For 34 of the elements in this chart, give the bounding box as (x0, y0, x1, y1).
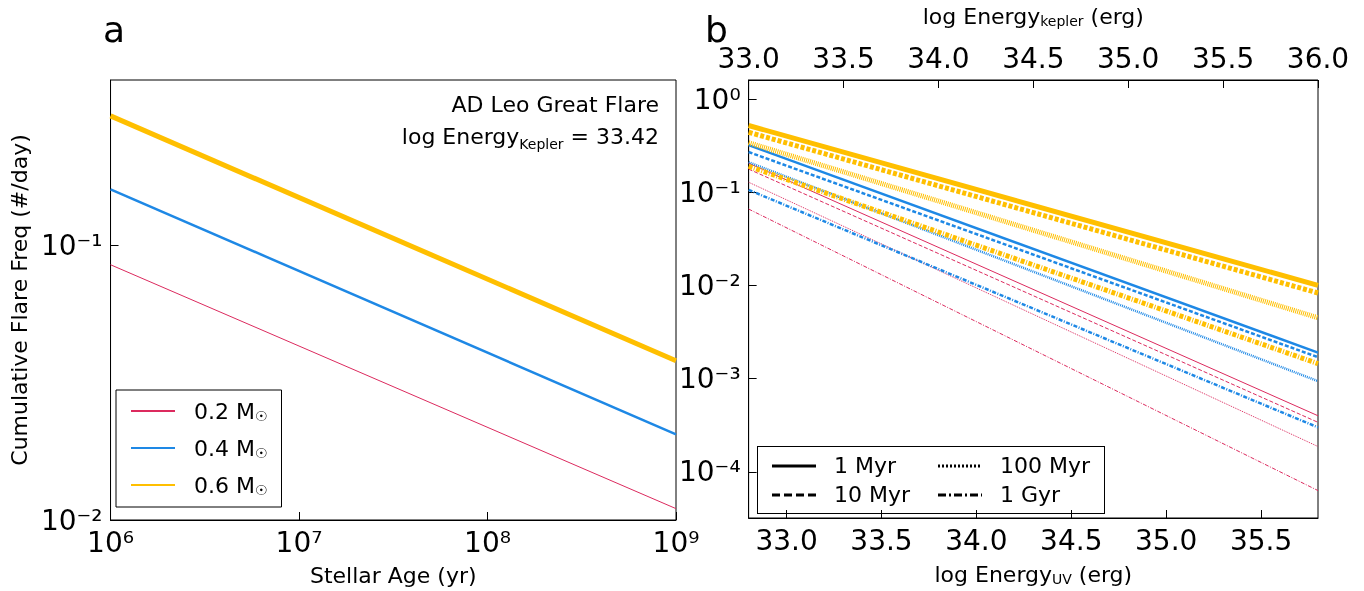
y-tick-label: 10⁻⁴ (678, 455, 741, 489)
x2-tick-label: 35.5 (1191, 41, 1255, 75)
x2-tick-label: 34.0 (907, 41, 970, 75)
x-tick-label: 10⁷ (275, 525, 323, 559)
y-tick-label: 10⁻¹ (40, 228, 103, 262)
x2-axis-title: log Energykepler (erg) (922, 3, 1144, 29)
x2-tick-label: 36.0 (1286, 41, 1350, 75)
y-tick-label: 10⁻² (678, 268, 741, 302)
x-axis-title: Stellar Age (yr) (309, 562, 477, 588)
x-tick-label: 34.5 (1040, 523, 1103, 557)
x-tick-label: 35.0 (1135, 523, 1198, 557)
annotation: 10 Myr (834, 482, 911, 507)
annotation: AD Leo Great Flare (451, 91, 660, 117)
legend-label: 0.6 M☉ (194, 472, 268, 498)
annotation: 1 Gyr (1000, 482, 1061, 507)
x2-tick-label: 34.5 (1002, 41, 1065, 75)
x-tick-label: 33.5 (850, 523, 913, 557)
x-tick-label: 10⁹ (652, 525, 700, 559)
y-axis-title: Cumulative Flare Freq (#/day) (6, 134, 32, 466)
y-tick-label: 10⁰ (693, 82, 741, 116)
x2-tick-label: 33.5 (812, 41, 875, 75)
y-tick-label: 10⁻¹ (678, 175, 741, 209)
y-tick-label: 10⁻³ (678, 362, 741, 396)
x-tick-label: 34.0 (945, 523, 1008, 557)
annotation: 100 Myr (1000, 453, 1091, 478)
x-axis-title: log EnergyUV (erg) (934, 561, 1133, 587)
x-tick-label: 35.5 (1229, 523, 1293, 557)
legend-label: 0.2 M☉ (194, 398, 268, 424)
x-tick-label: 33.0 (755, 523, 818, 557)
x-tick-label: 10⁸ (464, 525, 511, 559)
annotation: 1 Myr (834, 453, 897, 478)
x2-tick-label: 35.0 (1097, 41, 1160, 75)
legend-label: 0.4 M☉ (194, 435, 268, 461)
chart-title: a (103, 8, 126, 50)
